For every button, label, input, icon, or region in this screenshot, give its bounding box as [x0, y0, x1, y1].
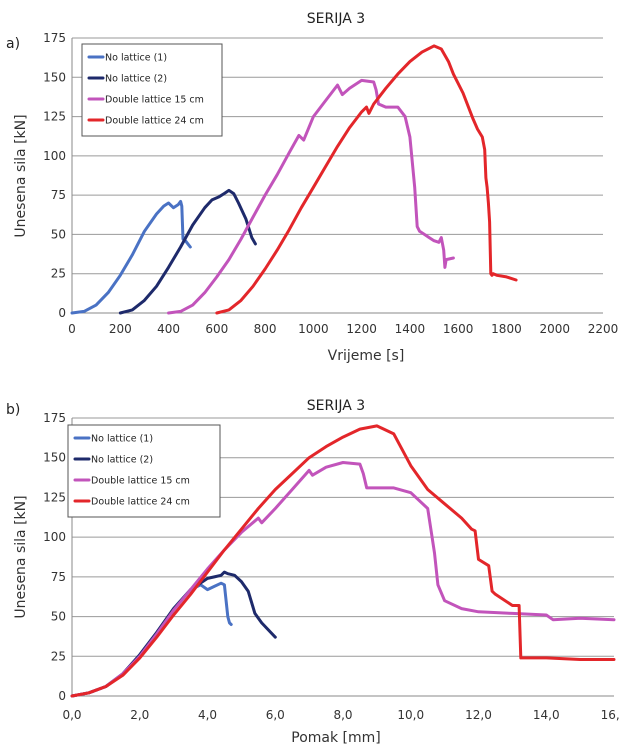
- chart-b-legend-label-no-lattice-1: No lattice (1): [91, 434, 153, 445]
- chart-a-x-tick-label: 1400: [395, 322, 426, 336]
- chart-b-x-tick-label: 14,0: [533, 708, 560, 722]
- chart-a-title: SERIJA 3: [307, 11, 365, 27]
- chart-b-y-tick-label: 75: [51, 570, 66, 584]
- chart-b-legend-label-no-lattice-2: No lattice (2): [91, 455, 153, 466]
- chart-b-x-axis-label: Pomak [mm]: [291, 730, 380, 746]
- chart-b-x-tick-label: 0,0: [62, 708, 81, 722]
- chart-a-x-tick-label: 800: [254, 322, 277, 336]
- chart-a-y-axis-label: Unesena sila [kN]: [13, 114, 29, 237]
- chart-b-y-tick-label: 150: [43, 451, 66, 465]
- chart-b-legend-box: [67, 424, 221, 518]
- chart-a-x-tick-label: 1000: [298, 322, 329, 336]
- chart-b-legend-label-double-lattice-24-cm: Double lattice 24 cm: [91, 497, 190, 508]
- chart-panel-b: b) SERIJA 3 Pomak [mm] Unesena sila [kN]…: [6, 398, 620, 746]
- chart-a-y-tick-label: 100: [43, 149, 66, 163]
- panel-b-label: b): [6, 402, 20, 418]
- chart-a-x-tick-label: 400: [157, 322, 180, 336]
- chart-a-x-tick-label: 1600: [443, 322, 474, 336]
- chart-b-series-double-lattice-24-cm: [70, 424, 616, 698]
- chart-b-series-no-lattice-2: [70, 570, 277, 698]
- chart-a-y-tick-label: 150: [43, 70, 66, 84]
- chart-a-y-tick-label: 75: [51, 188, 66, 202]
- chart-a-x-tick-label: 1800: [491, 322, 522, 336]
- chart-a-legend-label-double-lattice-15-cm: Double lattice 15 cm: [105, 95, 204, 106]
- chart-b-y-tick-label: 100: [43, 530, 66, 544]
- chart-a-series-no-lattice-2: [118, 188, 257, 315]
- chart-a-legend: No lattice (1) No lattice (2) Double latti…: [81, 43, 223, 137]
- chart-b-y-tick-label: 0: [58, 689, 66, 703]
- chart-a-legend-label-no-lattice-1: No lattice (1): [105, 53, 167, 64]
- chart-a-x-axis-label: Vrijeme [s]: [328, 348, 405, 364]
- chart-b-legend: No lattice (1) No lattice (2) Double latti…: [67, 424, 221, 518]
- chart-b-x-tick-label: 10,0: [397, 708, 424, 722]
- chart-b-legend-label-double-lattice-15-cm: Double lattice 15 cm: [91, 476, 190, 487]
- chart-b-y-tick-label: 25: [51, 649, 66, 663]
- chart-b-x-tick-label: 4,0: [198, 708, 217, 722]
- chart-a-y-tick-label: 50: [51, 227, 66, 241]
- chart-a-series-double-lattice-15-cm: [167, 78, 455, 315]
- chart-a-legend-label-no-lattice-2: No lattice (2): [105, 74, 167, 85]
- chart-a-y-tick-label: 125: [43, 110, 66, 124]
- chart-b-y-axis-label: Unesena sila [kN]: [13, 495, 29, 618]
- chart-b-x-tick-label: 8,0: [333, 708, 352, 722]
- chart-a-y-tick-label: 25: [51, 267, 66, 281]
- chart-a-x-tick-label: 600: [205, 322, 228, 336]
- chart-b-series-double-lattice-15-cm: [70, 461, 616, 698]
- chart-a-series-no-lattice-1: [70, 199, 192, 315]
- chart-a-legend-box: [81, 43, 223, 137]
- chart-b-y-tick-label: 175: [43, 411, 66, 425]
- chart-b-y-tick-label: 125: [43, 490, 66, 504]
- chart-b-x-tick-label: 12,0: [465, 708, 492, 722]
- chart-b-title: SERIJA 3: [307, 398, 365, 414]
- chart-a-x-tick-label: 2000: [539, 322, 570, 336]
- chart-a-series-double-lattice-24-cm: [215, 44, 518, 315]
- chart-a-x-tick-label: 1200: [346, 322, 377, 336]
- chart-b-x-tick-label: 16,0: [601, 708, 620, 722]
- chart-a-x-tick-label: 0: [68, 322, 76, 336]
- chart-a-legend-label-double-lattice-24-cm: Double lattice 24 cm: [105, 116, 204, 127]
- chart-a-x-tick-label: 2200: [588, 322, 619, 336]
- chart-panel-a: a) SERIJA 3 Vrijeme [s] Unesena sila [kN…: [6, 11, 618, 364]
- chart-a-y-tick-label: 175: [43, 31, 66, 45]
- chart-b-y-tick-label: 50: [51, 610, 66, 624]
- chart-b-x-tick-label: 6,0: [266, 708, 285, 722]
- chart-b-x-tick-label: 2,0: [130, 708, 149, 722]
- chart-a-x-tick-label: 200: [109, 322, 132, 336]
- chart-a-y-tick-label: 0: [58, 306, 66, 320]
- panel-a-label: a): [6, 36, 20, 52]
